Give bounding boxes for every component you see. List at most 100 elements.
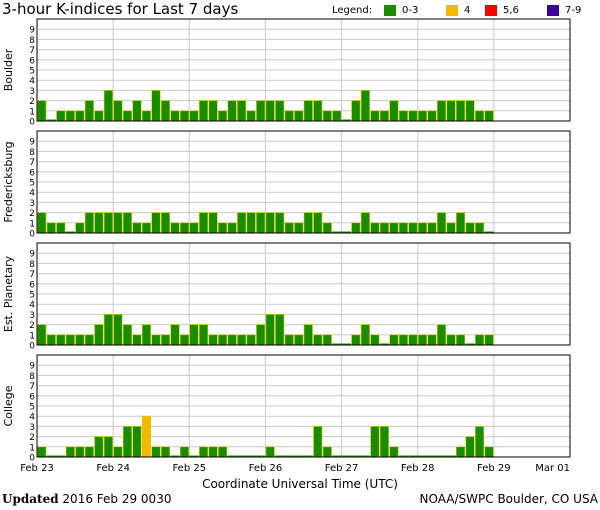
- k-index-bar: [246, 212, 256, 234]
- k-index-bar: [56, 455, 66, 457]
- k-index-bar: [484, 231, 494, 233]
- k-index-bar: [332, 455, 342, 457]
- y-tick-label: 4: [29, 77, 35, 87]
- k-index-bar: [37, 212, 47, 234]
- k-index-bar: [256, 324, 266, 346]
- k-index-bar: [294, 334, 304, 346]
- k-index-bar: [417, 110, 428, 122]
- k-index-bar: [141, 110, 152, 122]
- k-index-bar: [189, 455, 199, 457]
- legend-label-5-6: 5,6: [503, 5, 519, 16]
- k-index-bar: [113, 100, 123, 122]
- k-index-bar: [427, 110, 437, 122]
- k-index-bar: [160, 212, 171, 234]
- k-index-bar: [75, 110, 85, 122]
- y-tick-label: 2: [29, 209, 35, 219]
- k-index-bar: [113, 314, 123, 346]
- k-index-bar: [256, 100, 266, 122]
- k-index-bar: [103, 436, 113, 458]
- k-index-bar: [417, 222, 428, 234]
- y-tick-label: 7: [29, 46, 35, 56]
- y-tick-label: 0: [29, 342, 35, 352]
- k-index-bar: [465, 343, 475, 345]
- y-tick-label: 4: [29, 413, 35, 423]
- y-tick-label: 6: [29, 168, 35, 178]
- k-index-bar: [132, 426, 142, 458]
- y-tick-label: 7: [29, 382, 35, 392]
- k-index-bar: [84, 212, 94, 234]
- x-tick-label: Feb 28: [401, 463, 435, 474]
- k-index-bar: [379, 222, 389, 234]
- k-index-bar: [370, 110, 380, 122]
- k-index-bar: [189, 222, 199, 234]
- k-index-bar: [322, 446, 332, 458]
- x-tick-label: Mar 01: [535, 463, 570, 474]
- k-index-bar: [284, 334, 294, 346]
- k-index-bar: [75, 222, 85, 234]
- k-index-bar: [246, 110, 256, 122]
- y-tick-label: 8: [29, 148, 35, 158]
- x-tick-label: Feb 29: [477, 463, 511, 474]
- k-index-bar: [284, 455, 294, 457]
- k-index-bar: [389, 100, 399, 122]
- k-index-bar: [94, 212, 104, 234]
- k-index-bar: [65, 231, 76, 233]
- k-index-bar: [208, 100, 218, 122]
- k-index-bar: [113, 446, 123, 458]
- k-index-bar: [332, 343, 342, 345]
- k-index-bar: [170, 455, 180, 457]
- k-index-bar: [417, 455, 428, 457]
- y-axis-label: College: [2, 385, 15, 426]
- updated-label: Updated: [2, 492, 59, 506]
- y-tick-label: 3: [29, 311, 35, 321]
- k-index-bar: [455, 212, 466, 234]
- k-index-bar: [170, 222, 180, 234]
- y-axis-label: Boulder: [2, 48, 15, 91]
- k-index-bar: [360, 324, 370, 346]
- k-index-bar: [446, 455, 456, 457]
- k-index-bar: [218, 446, 228, 458]
- k-index-bar: [427, 222, 437, 234]
- k-index-bar: [284, 222, 294, 234]
- k-index-bar: [103, 314, 113, 346]
- k-index-bar: [132, 222, 142, 234]
- k-index-bar: [465, 100, 475, 122]
- k-index-bar: [398, 334, 408, 346]
- k-index-bar: [208, 334, 218, 346]
- k-index-bar: [294, 222, 304, 234]
- k-index-bar: [427, 455, 437, 457]
- k-index-bar: [398, 455, 409, 457]
- k-index-bar: [141, 415, 152, 458]
- k-index-bar: [313, 426, 323, 458]
- k-index-bar: [56, 334, 66, 346]
- y-tick-label: 1: [29, 219, 35, 229]
- k-index-bar: [56, 222, 66, 234]
- k-index-bar: [370, 222, 380, 234]
- k-index-bar: [84, 334, 94, 346]
- k-index-bar: [199, 446, 209, 458]
- chart-title: 3-hour K-indices for Last 7 days: [2, 0, 239, 18]
- k-index-bar: [398, 110, 408, 122]
- legend-swatch-7-9: [547, 5, 559, 16]
- k-index-bar: [436, 455, 447, 457]
- legend-swatch-4: [446, 5, 458, 16]
- k-index-bar: [84, 100, 94, 122]
- x-tick-label: Feb 23: [20, 463, 54, 474]
- k-index-bar: [94, 324, 104, 346]
- k-index-bar: [408, 222, 418, 234]
- k-index-bar: [189, 110, 199, 122]
- y-tick-label: 2: [29, 97, 35, 107]
- k-index-bar: [465, 222, 475, 234]
- k-index-bar: [199, 212, 209, 234]
- k-index-bar: [351, 100, 361, 122]
- x-tick-label: Feb 24: [96, 463, 130, 474]
- k-index-bar: [446, 222, 456, 234]
- y-tick-label: 1: [29, 443, 35, 453]
- k-index-bar: [256, 212, 266, 234]
- updated-value: 2016 Feb 29 0030: [62, 492, 172, 506]
- k-index-bar: [341, 343, 352, 345]
- y-tick-label: 8: [29, 36, 35, 46]
- k-index-bar: [455, 100, 466, 122]
